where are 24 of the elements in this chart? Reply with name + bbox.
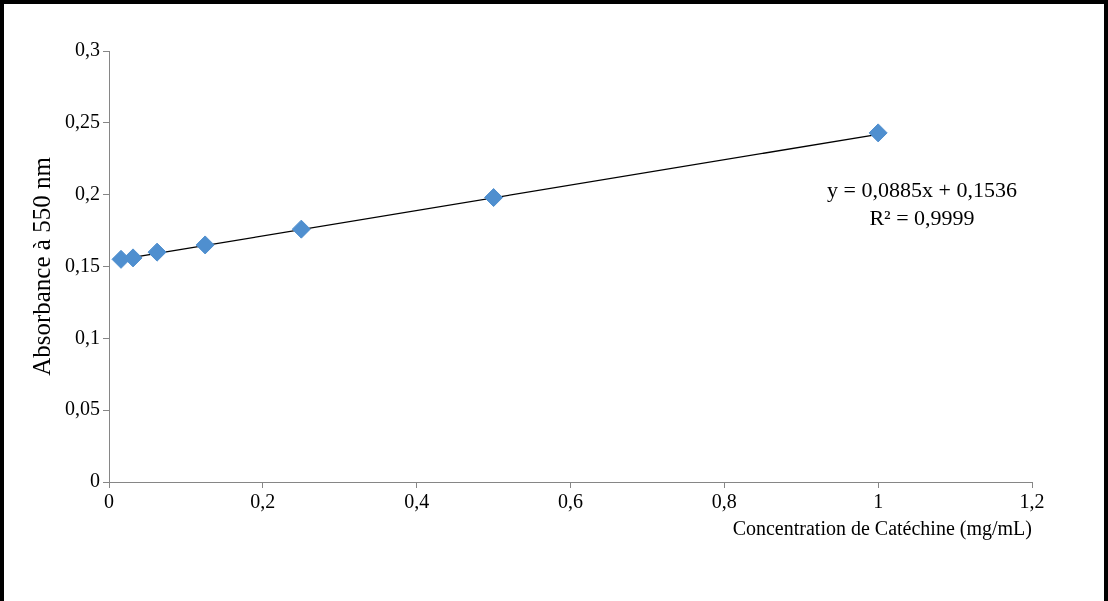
point: [195, 235, 215, 255]
y-tick-label: 0,15: [65, 253, 100, 276]
y-tick-label: 0,05: [65, 397, 100, 420]
annotation: y = 0,0885x + 0,1536: [827, 176, 1017, 202]
point: [123, 248, 143, 268]
y-tick-label: 0: [90, 469, 100, 492]
y-tick-label: 0,25: [65, 110, 100, 133]
x-axis-title: Concentration de Catéchine (mg/mL): [732, 517, 1032, 541]
x-tick-label: 1: [873, 490, 884, 513]
x-tick-label: 0,2: [250, 490, 276, 513]
x-tick-label: 0,4: [404, 490, 430, 513]
x-tick-label: 0: [104, 490, 114, 513]
annotation: R² = 0,9999: [869, 204, 975, 230]
point: [291, 219, 311, 239]
y-tick-label: 0,3: [75, 38, 100, 61]
y-axis-title: Absorbance à 550 nm: [27, 156, 55, 376]
y-tick-label: 0,1: [75, 325, 100, 348]
x-tick-label: 0,6: [558, 490, 583, 513]
point: [484, 188, 504, 208]
point: [147, 242, 167, 262]
x-tick-label: 1,2: [1019, 490, 1045, 513]
point: [868, 123, 888, 143]
x-tick-label: 0,8: [711, 490, 737, 513]
y-tick-label: 0,2: [75, 181, 100, 204]
